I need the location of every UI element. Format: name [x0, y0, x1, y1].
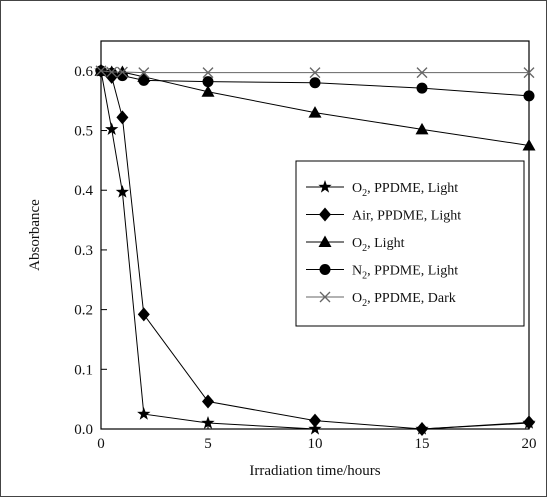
data-point — [523, 90, 535, 102]
series-line — [100, 70, 529, 74]
series-line — [100, 70, 530, 430]
data-point — [309, 77, 321, 89]
data-point — [415, 122, 429, 135]
data-point — [416, 67, 428, 79]
data-point — [105, 122, 119, 136]
data-point — [523, 415, 535, 430]
y-axis-label: Absorbance — [27, 199, 43, 271]
legend-item: O2, Light — [306, 235, 405, 254]
data-point — [416, 422, 428, 436]
legend-item: N2, PPDME, Light — [306, 264, 458, 282]
legend-box — [295, 160, 525, 327]
x-tick-label: 20 — [522, 436, 537, 452]
legend-marker — [318, 235, 332, 247]
data-point — [202, 76, 214, 88]
data-point — [116, 110, 129, 125]
legend-item: Air, PPDME, Light — [306, 207, 461, 224]
series-2 — [94, 64, 536, 151]
y-tick-label: 0.3 — [74, 243, 93, 259]
data-point — [416, 82, 428, 94]
data-point — [202, 394, 214, 409]
legend-label: O2, PPDME, Light — [352, 181, 458, 199]
x-tick-label: 15 — [415, 436, 430, 452]
legend-label: N2, PPDME, Light — [352, 264, 458, 282]
data-point — [523, 67, 535, 79]
series-3 — [95, 65, 535, 102]
data-point — [137, 407, 151, 420]
y-tick-label: 0.0 — [74, 422, 93, 438]
data-point — [309, 67, 321, 79]
data-point — [138, 74, 150, 86]
data-point — [201, 416, 215, 429]
y-tick-label: 0.4 — [74, 183, 93, 199]
legend-label: O2, Light — [352, 236, 405, 254]
data-point — [95, 65, 107, 77]
data-point — [138, 67, 150, 79]
series-4 — [95, 65, 535, 79]
legend-marker — [319, 207, 331, 222]
x-axis-label: Irradiation time/hours — [249, 463, 380, 479]
data-point — [308, 422, 322, 435]
legend-marker — [319, 291, 331, 303]
y-tick-label: 0.1 — [74, 362, 93, 378]
legend-label: O2, PPDME, Dark — [352, 291, 456, 309]
series-line — [100, 70, 530, 430]
x-tick-label: 0 — [97, 436, 105, 452]
legend-marker — [319, 264, 331, 275]
y-tick-label: 0.5 — [74, 124, 93, 140]
legend-marker — [318, 180, 332, 193]
data-point — [106, 67, 118, 79]
data-point — [308, 106, 322, 118]
data-point — [201, 85, 215, 97]
x-tick-label: 10 — [308, 436, 323, 452]
y-tick-label: 0.6 — [74, 64, 93, 80]
data-point — [202, 67, 214, 79]
legend-label: Air, PPDME, Light — [352, 209, 461, 224]
legend-item: O2, PPDME, Light — [306, 180, 458, 199]
legend-item: O2, PPDME, Dark — [306, 291, 456, 309]
data-point — [115, 185, 130, 198]
data-point — [116, 70, 128, 82]
data-point — [116, 66, 128, 78]
data-point — [106, 66, 118, 78]
data-point — [137, 307, 150, 322]
x-tick-label: 5 — [204, 436, 212, 452]
data-point — [522, 138, 536, 151]
data-point — [309, 413, 321, 428]
y-tick-label: 0.2 — [74, 303, 93, 319]
